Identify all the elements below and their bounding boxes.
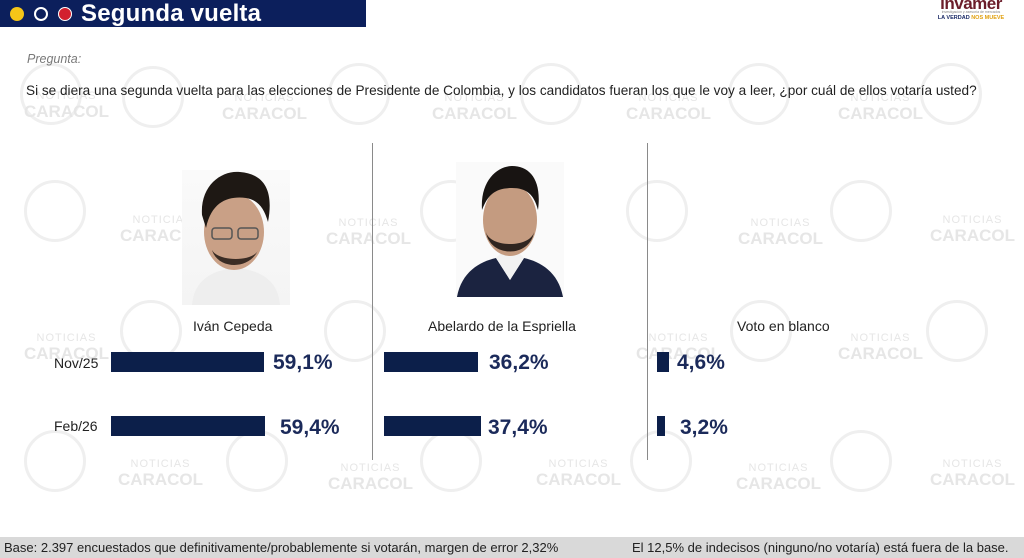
- value-espriella-nov25: 36,2%: [489, 351, 549, 374]
- caracol-watermark: NOTICIAS CARACOL: [328, 462, 413, 493]
- bar-blanco-nov25: [657, 352, 669, 372]
- blu-watermark-icon: [626, 180, 688, 242]
- candidate-name: Abelardo de la Espriella: [428, 318, 576, 334]
- blu-watermark-icon: [24, 430, 86, 492]
- bar-cepeda-nov25: [111, 352, 264, 372]
- blu-watermark-icon: [830, 180, 892, 242]
- value-espriella-feb26: 37,4%: [488, 416, 548, 439]
- value-cepeda-nov25: 59,1%: [273, 351, 333, 374]
- invamer-logo: invamer investigación y asesoría de merc…: [926, 0, 1016, 28]
- footer-base-note: Base: 2.397 encuestados que definitivame…: [4, 540, 559, 555]
- blu-watermark-icon: [226, 430, 288, 492]
- footer-undecided-note: El 12,5% de indecisos (ninguno/no votarí…: [632, 540, 1009, 555]
- caracol-watermark: NOTICIAS CARACOL: [736, 462, 821, 493]
- page-title: Segunda vuelta: [81, 0, 262, 27]
- blue-dot-icon: [34, 6, 48, 21]
- blu-watermark-icon: [328, 63, 390, 125]
- blu-watermark-icon: [830, 430, 892, 492]
- candidate-photo-espriella: [456, 162, 564, 297]
- bar-blanco-feb26: [657, 416, 665, 436]
- caracol-watermark: NOTICIAS CARACOL: [838, 332, 923, 363]
- blu-watermark-icon: [20, 63, 82, 125]
- caracol-watermark: NOTICIAS CARACOL: [930, 214, 1015, 245]
- blu-watermark-icon: [730, 300, 792, 362]
- caracol-watermark: NOTICIAS CARACOL: [930, 458, 1015, 489]
- header-bar: Segunda vuelta: [0, 0, 366, 27]
- column-divider: [647, 143, 648, 460]
- logo-name: invamer: [940, 0, 1002, 13]
- value-blanco-feb26: 3,2%: [680, 416, 728, 439]
- period-label-nov25: Nov/25: [54, 355, 99, 371]
- blu-watermark-icon: [926, 300, 988, 362]
- caracol-watermark: NOTICIAS CARACOL: [536, 458, 621, 489]
- logo-subtitle: investigación y asesoría de mercados: [941, 10, 1001, 14]
- bar-cepeda-feb26: [111, 416, 265, 436]
- bar-espriella-nov25: [384, 352, 478, 372]
- candidate-name: Iván Cepeda: [193, 318, 273, 334]
- candidate-photo-cepeda: [182, 170, 290, 305]
- caracol-watermark: NOTICIAS CARACOL: [118, 458, 203, 489]
- bar-espriella-feb26: [384, 416, 481, 436]
- caracol-watermark: NOTICIAS CARACOL: [738, 217, 823, 248]
- blu-watermark-icon: [728, 63, 790, 125]
- candidate-name: Voto en blanco: [737, 318, 830, 334]
- value-blanco-nov25: 4,6%: [677, 351, 725, 374]
- blu-watermark-icon: [324, 300, 386, 362]
- blu-watermark-icon: [122, 66, 184, 128]
- value-cepeda-feb26: 59,4%: [280, 416, 340, 439]
- blu-watermark-icon: [520, 63, 582, 125]
- blu-watermark-icon: [24, 180, 86, 242]
- yellow-dot-icon: [10, 6, 24, 21]
- logo-tagline: LA VERDAD NOS MUEVE: [937, 15, 1005, 21]
- blu-watermark-icon: [420, 430, 482, 492]
- column-divider: [372, 143, 373, 460]
- caracol-watermark: NOTICIAS CARACOL: [326, 217, 411, 248]
- question-label: Pregunta:: [27, 52, 82, 66]
- blu-watermark-icon: [920, 63, 982, 125]
- footer-bar: Base: 2.397 encuestados que definitivame…: [0, 537, 1024, 558]
- red-dot-icon: [58, 6, 72, 21]
- question-text: Si se diera una segunda vuelta para las …: [26, 83, 977, 98]
- period-label-feb26: Feb/26: [54, 418, 98, 434]
